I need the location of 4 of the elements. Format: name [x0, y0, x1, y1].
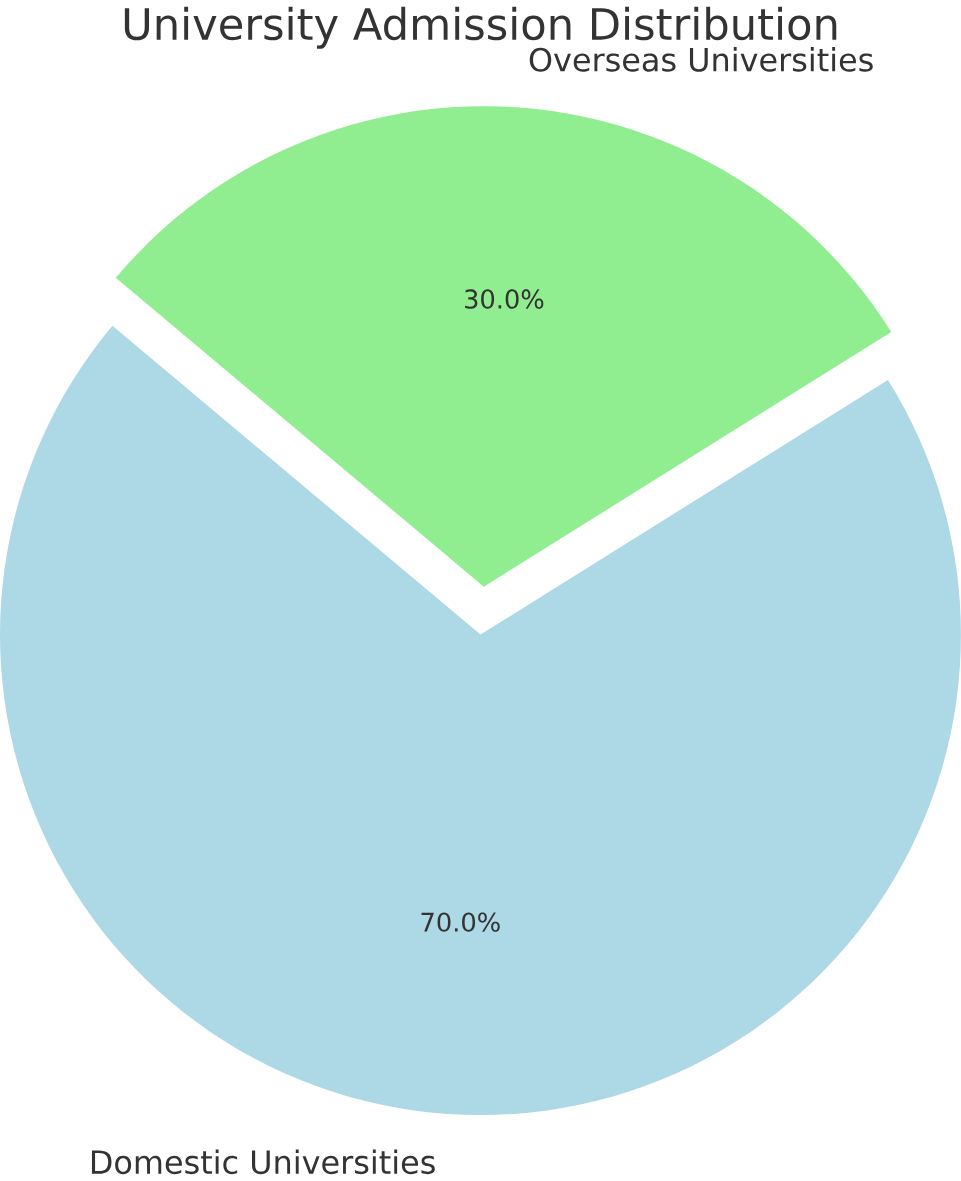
- slice-label: Overseas Universities: [529, 47, 873, 72]
- slice-label: Domestic Universities: [91, 1149, 435, 1175]
- data-label: 30.0%: [465, 289, 544, 309]
- data-label: 70.0%: [421, 912, 500, 932]
